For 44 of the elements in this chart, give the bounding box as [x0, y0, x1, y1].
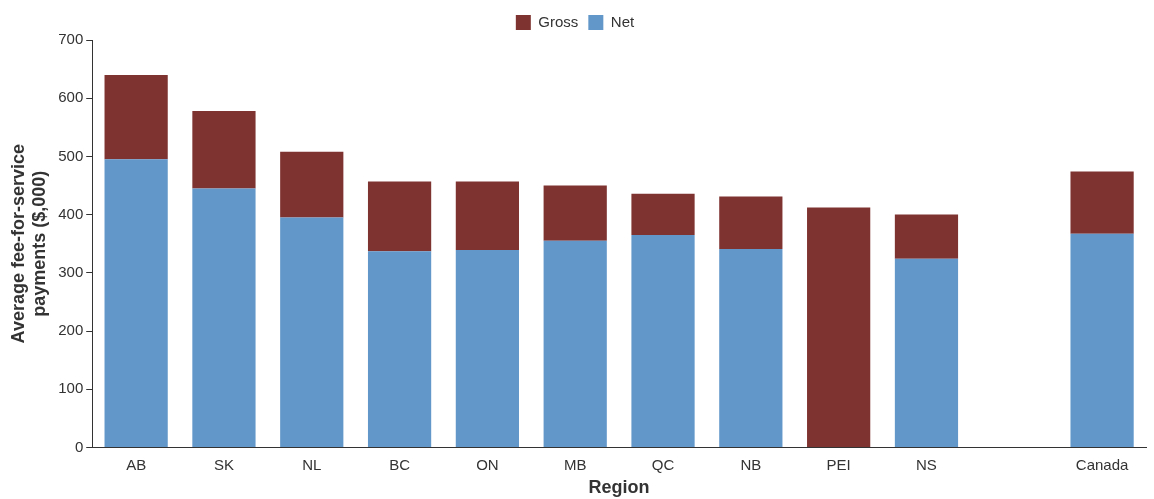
bar	[455, 181, 520, 251]
bar	[1070, 233, 1134, 447]
bar	[543, 185, 607, 241]
x-tick-label: PEI	[826, 455, 851, 473]
y-axis-title: Average fee-for-service payments ($,000)	[7, 143, 50, 344]
x-tick-label: MB	[563, 455, 587, 473]
bar	[280, 151, 344, 218]
bar	[280, 217, 344, 447]
x-tick-label: Canada	[1075, 455, 1130, 473]
y-tick-label: 100	[58, 379, 84, 397]
x-tick-label: NS	[916, 455, 937, 473]
x-tick-label: SK	[213, 455, 234, 473]
bar	[367, 181, 432, 252]
legend-label: Gross	[538, 12, 579, 30]
y-tick-label: 700	[58, 30, 84, 48]
x-tick-label: ON	[476, 455, 499, 473]
bar	[631, 193, 695, 235]
x-tick-label: AB	[126, 455, 147, 473]
bar	[719, 196, 783, 249]
bar	[543, 240, 607, 447]
legend-label: Net	[610, 12, 636, 30]
bar	[631, 234, 695, 447]
bar	[367, 251, 432, 447]
x-tick-label: NL	[302, 455, 322, 473]
x-axis-title: Region	[588, 477, 650, 498]
bar	[192, 188, 256, 447]
y-tick-label: 600	[58, 88, 84, 106]
bar	[894, 258, 959, 447]
y-tick-label: 300	[58, 262, 84, 280]
bar	[719, 248, 783, 447]
y-tick-label: 0	[74, 437, 84, 455]
y-tick-label: 400	[58, 204, 84, 222]
bar	[192, 111, 256, 189]
x-tick-label: QC	[651, 455, 675, 473]
bar	[1070, 171, 1134, 234]
bar	[455, 250, 520, 447]
bar	[807, 207, 871, 447]
bar	[104, 74, 168, 160]
y-tick-label: 200	[58, 321, 84, 339]
x-tick-label: NB	[740, 455, 762, 473]
y-tick-label: 500	[58, 146, 84, 164]
bar	[894, 214, 959, 259]
bar	[104, 159, 168, 447]
x-tick-label: BC	[389, 455, 411, 473]
